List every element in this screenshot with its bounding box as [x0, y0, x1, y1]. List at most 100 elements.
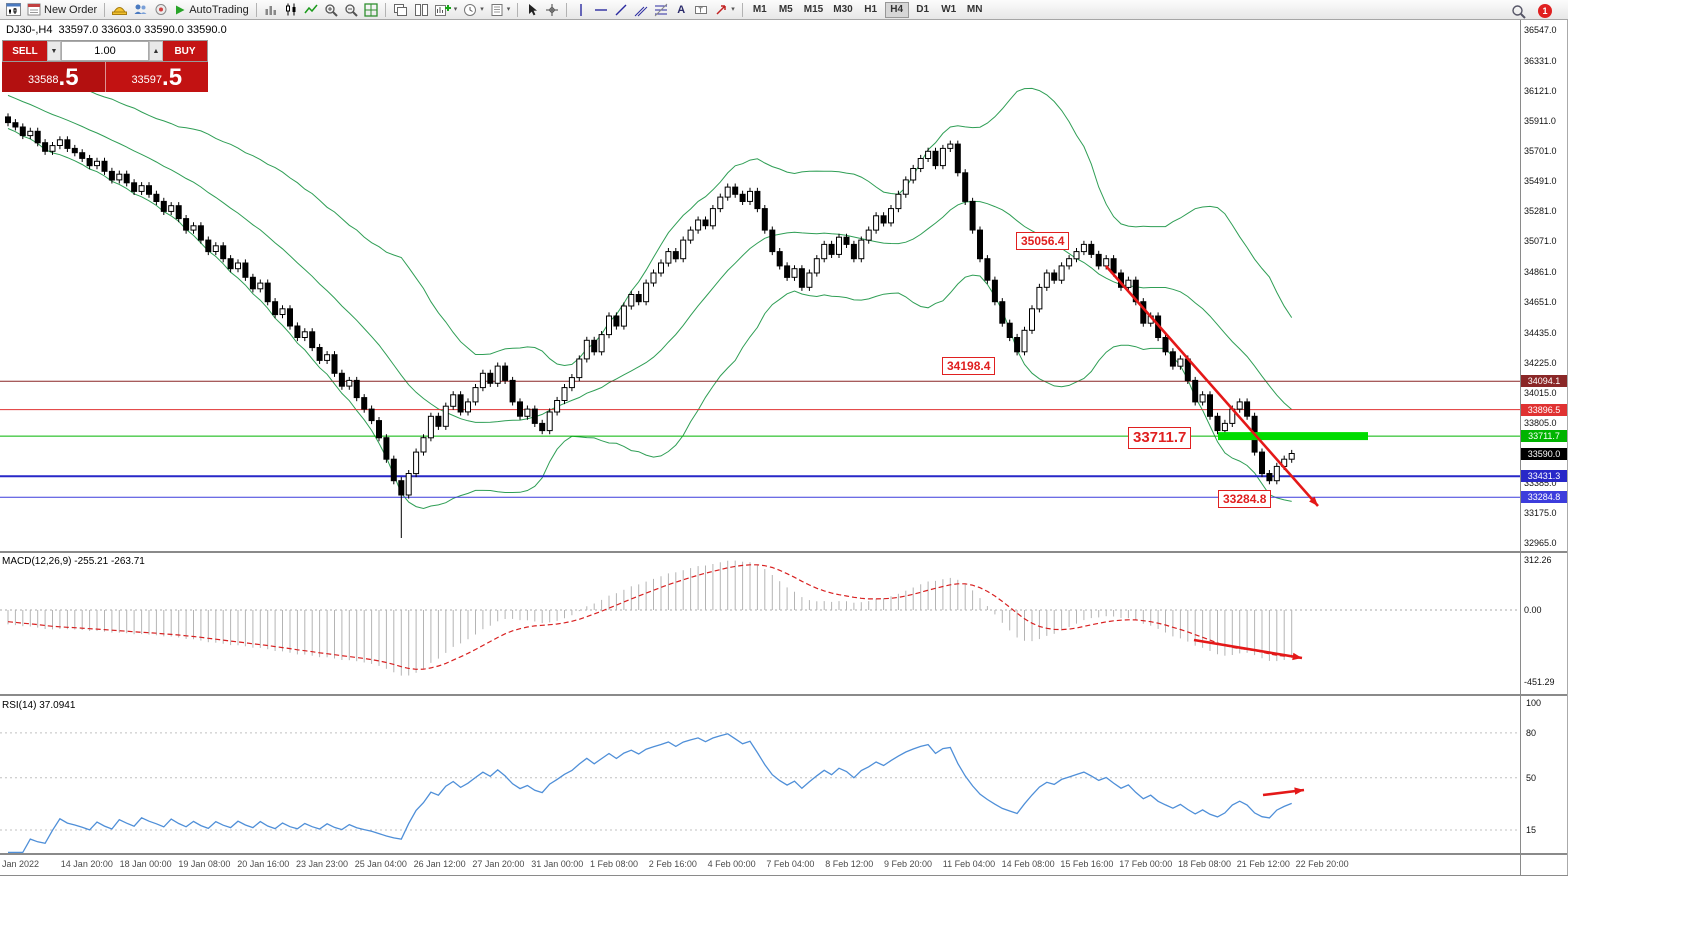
- buy-button[interactable]: BUY: [163, 41, 207, 61]
- arrows-tool-button[interactable]: ▾: [711, 1, 738, 19]
- candle: [1080, 243, 1087, 253]
- trend-arrow[interactable]: [1193, 638, 1303, 660]
- trendline-tool-button[interactable]: [611, 1, 631, 19]
- candle: [450, 394, 457, 407]
- chart-callout[interactable]: 33711.7: [1128, 427, 1192, 449]
- timeframe-m30-button[interactable]: M30: [829, 2, 856, 18]
- candle: [1221, 422, 1228, 432]
- search-button[interactable]: [1508, 2, 1529, 20]
- timeframe-m1-button[interactable]: M1: [748, 2, 772, 18]
- price-axis-label: 33385.0: [1524, 477, 1557, 488]
- mt4-window: New Order AutoTrading ▾ ▾ ▾ A T ▾: [0, 0, 1568, 877]
- candle: [1014, 337, 1021, 353]
- chart-callout[interactable]: 34198.4: [942, 357, 996, 375]
- candle: [86, 158, 93, 167]
- zoom-in-button[interactable]: [321, 1, 341, 19]
- rsi-axis-label: 100: [1526, 698, 1542, 708]
- market-button[interactable]: [130, 1, 151, 19]
- vertical-line-tool-button[interactable]: [571, 1, 591, 19]
- candlestick-mode-button[interactable]: [281, 1, 301, 19]
- chart-overlays: 36547.0 36331.0 36121.0 35911.0 35701.0 35491…: [2, 25, 1567, 869]
- toolbar-separator: [517, 2, 519, 17]
- candle: [650, 272, 657, 284]
- candle: [249, 276, 256, 290]
- new-order-icon: [27, 3, 41, 16]
- candle: [1058, 265, 1065, 281]
- text-tool-button[interactable]: A: [671, 1, 691, 19]
- volume-decrease-button[interactable]: ▼: [47, 41, 61, 61]
- rsi-axis-label: 15: [1526, 825, 1537, 835]
- candle: [658, 262, 664, 274]
- volume-input[interactable]: [61, 41, 149, 61]
- candle: [709, 208, 716, 227]
- price-axis-label: 33175.0: [1524, 507, 1557, 518]
- candle: [531, 408, 538, 424]
- candle: [294, 325, 301, 338]
- fibonacci-tool-button[interactable]: [651, 1, 671, 19]
- timeframe-h1-button[interactable]: H1: [859, 2, 883, 18]
- trend-arrow-head: [1292, 652, 1302, 661]
- tile-windows-button[interactable]: [361, 1, 381, 19]
- buy-price-main: 33597: [131, 74, 163, 86]
- templates-button[interactable]: ▾: [487, 1, 514, 19]
- green-zone-rect[interactable]: [1218, 432, 1368, 441]
- price-tag: 34094.1: [1521, 375, 1567, 388]
- horizontal-line-tool-button[interactable]: [591, 1, 611, 19]
- time-axis-label: 23 Jan 23:00: [296, 859, 349, 869]
- buy-price[interactable]: 33597.5: [105, 62, 208, 92]
- channel-tool-button[interactable]: [631, 1, 651, 19]
- zoom-in-icon: [324, 3, 338, 17]
- expert-advisors-button[interactable]: [109, 1, 130, 19]
- candle: [227, 258, 234, 270]
- candle: [390, 458, 397, 482]
- candle: [509, 379, 516, 403]
- price-tag: 33711.7: [1521, 430, 1567, 443]
- notification-badge[interactable]: 1: [1538, 4, 1552, 18]
- crosshair-tool-button[interactable]: [542, 1, 562, 19]
- timeframe-mn-button[interactable]: MN: [963, 2, 987, 18]
- cascade-windows-button[interactable]: [390, 1, 411, 19]
- quote-prices-row: 33588.5 33597.5: [2, 62, 208, 92]
- timeframe-m15-button[interactable]: M15: [800, 2, 827, 18]
- bollinger-lower-band: [7, 128, 1292, 510]
- label-tool-button[interactable]: T: [691, 1, 711, 19]
- timeframe-w1-button[interactable]: W1: [937, 2, 961, 18]
- zoom-out-button[interactable]: [341, 1, 361, 19]
- timeframe-m5-button[interactable]: M5: [774, 2, 798, 18]
- cursor-tool-button[interactable]: [522, 1, 542, 19]
- tile-vertical-button[interactable]: [411, 1, 432, 19]
- candle: [628, 294, 635, 307]
- price-tag: 33431.3: [1521, 470, 1567, 483]
- candle: [353, 379, 360, 399]
- chart-canvas[interactable]: [0, 0, 1568, 877]
- bar-chart-mode-button[interactable]: [261, 1, 281, 19]
- candle: [850, 243, 857, 260]
- line-chart-mode-button[interactable]: [301, 1, 321, 19]
- cycles-button[interactable]: ▾: [460, 1, 487, 19]
- time-axis-label: 2 Feb 16:00: [648, 859, 697, 869]
- timeframe-d1-button[interactable]: D1: [911, 2, 935, 18]
- chart-callout[interactable]: 33284.8: [1218, 490, 1272, 508]
- arrow-icon: [714, 3, 728, 17]
- bollinger-upper-band: [7, 61, 1293, 367]
- candle: [220, 245, 227, 260]
- new-chart-button[interactable]: ▾: [432, 1, 461, 19]
- price-axis-label: 32965.0: [1524, 538, 1557, 548]
- candle: [235, 262, 241, 270]
- candle: [873, 215, 880, 231]
- new-order-button[interactable]: New Order: [24, 1, 100, 19]
- autotrading-button[interactable]: AutoTrading: [171, 1, 252, 19]
- chart-shortcut-button[interactable]: [3, 1, 24, 19]
- candle: [64, 139, 71, 149]
- candle: [991, 279, 998, 303]
- timeframe-h4-button[interactable]: H4: [884, 1, 909, 18]
- sell-button[interactable]: SELL: [3, 41, 47, 61]
- chevron-up-icon: ▲: [152, 47, 160, 55]
- toolbar-separator: [741, 2, 743, 17]
- chart-callout[interactable]: 35056.4: [1016, 232, 1070, 250]
- trend-arrow[interactable]: [1105, 265, 1319, 507]
- candle: [108, 170, 115, 181]
- volume-increase-button[interactable]: ▲: [149, 41, 163, 61]
- signals-button[interactable]: [151, 1, 171, 19]
- sell-price[interactable]: 33588.5: [2, 62, 106, 92]
